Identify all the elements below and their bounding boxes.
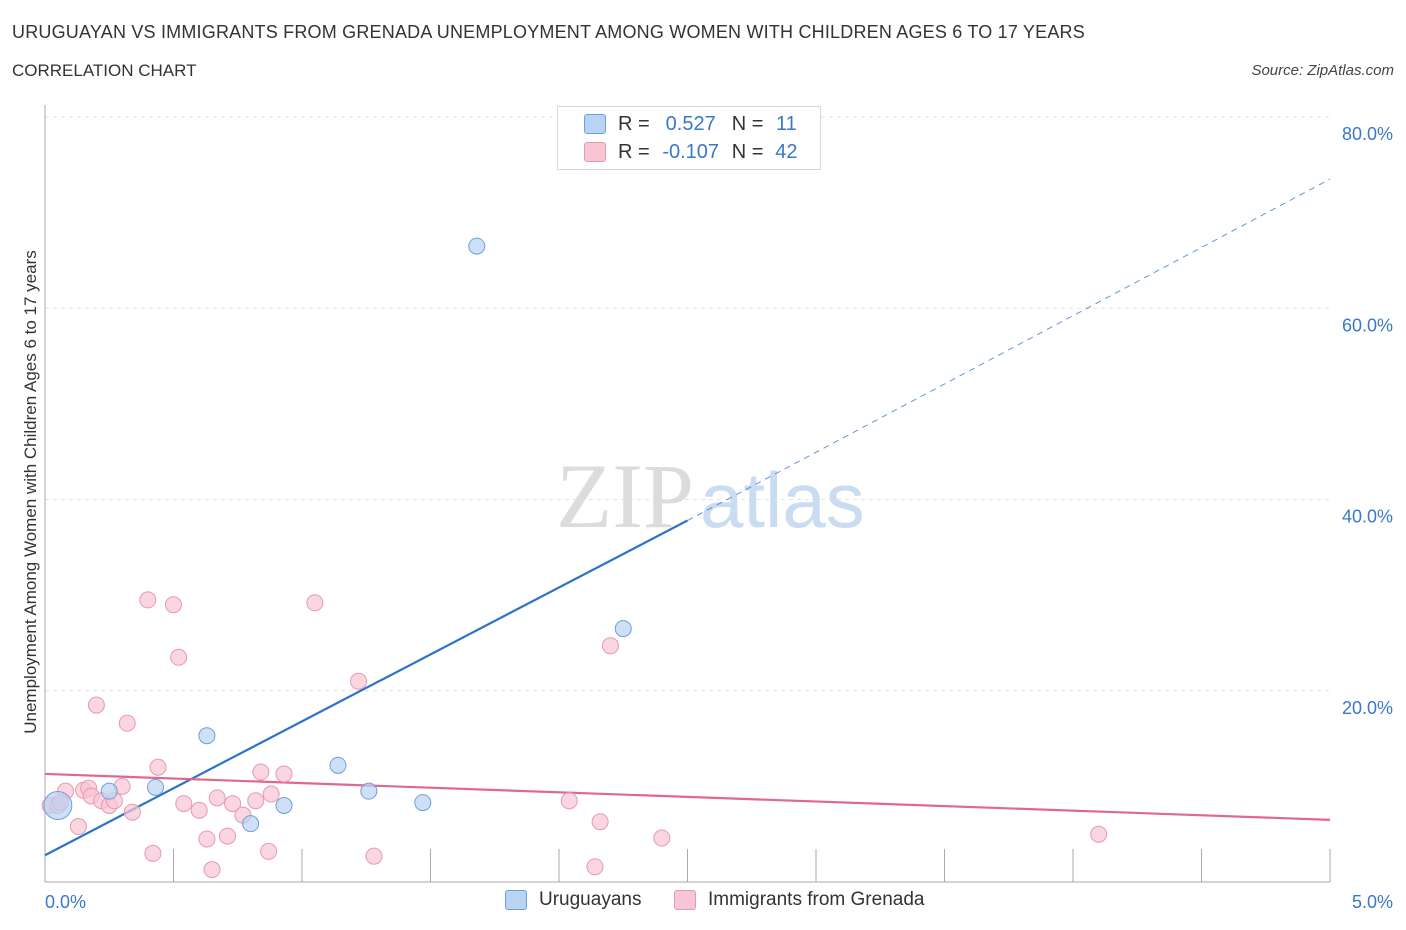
legend-grenada: Immigrants from Grenada — [674, 889, 924, 911]
uruguayans-point — [100, 782, 118, 800]
grenada-point — [118, 714, 136, 732]
gridlines — [45, 116, 1330, 692]
legend-row-grenada: R = -0.107 N = 42 — [584, 139, 809, 165]
legend-label-grenada: Immigrants from Grenada — [708, 889, 925, 910]
grenada-point — [203, 861, 221, 879]
y-tick-label: 60.0% — [1342, 315, 1393, 335]
correlation-legend: R = 0.527 N = 11 R = -0.107 N = 42 — [557, 106, 821, 170]
chart-subtitle: CORRELATION CHART — [12, 61, 197, 80]
pink-swatch — [674, 890, 696, 910]
uruguayans-point — [468, 237, 486, 255]
uruguayans-trend-extension — [687, 178, 1331, 521]
grenada-point — [306, 594, 324, 612]
grenada-point — [139, 591, 157, 609]
uruguayans-point — [43, 791, 73, 820]
grenada-point — [218, 827, 236, 845]
grenada-point — [586, 858, 604, 876]
uruguayans-point — [275, 797, 293, 814]
legend-uruguayans: Uruguayans — [505, 889, 641, 911]
n-value: 11 — [775, 112, 797, 135]
data-points — [41, 237, 1108, 879]
n-value: 42 — [775, 140, 798, 163]
grenada-point — [591, 813, 609, 831]
grenada-point — [87, 696, 105, 714]
r-value: -0.107 — [662, 140, 720, 163]
axes — [44, 105, 1331, 883]
grenada-point — [601, 637, 619, 655]
grenada-point — [165, 596, 182, 614]
r-value: 0.527 — [665, 112, 716, 135]
grenada-point — [560, 792, 578, 810]
x-tick-label: 5.0% — [1352, 892, 1393, 912]
y-tick-label: 20.0% — [1342, 698, 1393, 718]
zipatlas-watermark: ZIPatlas — [556, 445, 865, 547]
grenada-point — [252, 763, 270, 781]
legend-row-uruguayans: R = 0.527 N = 11 — [584, 111, 809, 137]
grenada-point — [653, 829, 671, 847]
grenada-point — [350, 672, 368, 690]
uruguayans-point — [614, 620, 632, 638]
grenada-point — [1090, 825, 1108, 843]
uruguayans-trend-line — [44, 519, 689, 857]
y-tick-label: 80.0% — [1342, 124, 1393, 144]
uruguayans-point — [329, 756, 347, 774]
uruguayans-point — [147, 778, 165, 796]
grenada-point — [144, 844, 162, 862]
grenada-point — [170, 648, 188, 666]
uruguayans-point — [360, 782, 378, 800]
grenada-point — [275, 765, 293, 783]
source-credit: Source: ZipAtlas.com — [1251, 62, 1394, 79]
legend-label-uruguayans: Uruguayans — [539, 889, 642, 910]
grenada-point — [262, 785, 280, 803]
grenada-point — [198, 830, 216, 848]
grenada-point — [208, 789, 226, 807]
r-label: R = — [618, 112, 650, 135]
grenada-point — [247, 792, 265, 810]
uruguayans-point — [242, 815, 260, 833]
grenada-point — [69, 818, 87, 836]
pink-swatch — [584, 142, 606, 162]
grenada-point — [190, 801, 208, 819]
grenada-point — [260, 842, 278, 860]
blue-swatch — [505, 890, 527, 910]
x-tick-label: 0.0% — [45, 892, 86, 912]
chart-title: URUGUAYAN VS IMMIGRANTS FROM GRENADA UNE… — [12, 22, 1085, 42]
r-label: R = — [618, 140, 650, 163]
grenada-point — [149, 758, 167, 776]
grenada-point — [123, 803, 141, 821]
grenada-point — [224, 795, 242, 813]
grenada-trend-line — [44, 772, 1331, 821]
grenada-point — [175, 795, 193, 813]
y-axis-label: Unemployment Among Women with Children A… — [21, 250, 40, 734]
blue-swatch — [584, 114, 606, 134]
trend-lines — [44, 178, 1331, 857]
grenada-point — [365, 847, 383, 865]
n-label: N = — [731, 112, 764, 135]
n-label: N = — [731, 140, 764, 163]
uruguayans-point — [414, 794, 432, 812]
y-tick-label: 40.0% — [1342, 507, 1393, 527]
tick-labels: 20.0% 40.0% 60.0% 80.0% 0.0% 5.0% — [45, 124, 1393, 912]
uruguayans-point — [198, 727, 216, 745]
